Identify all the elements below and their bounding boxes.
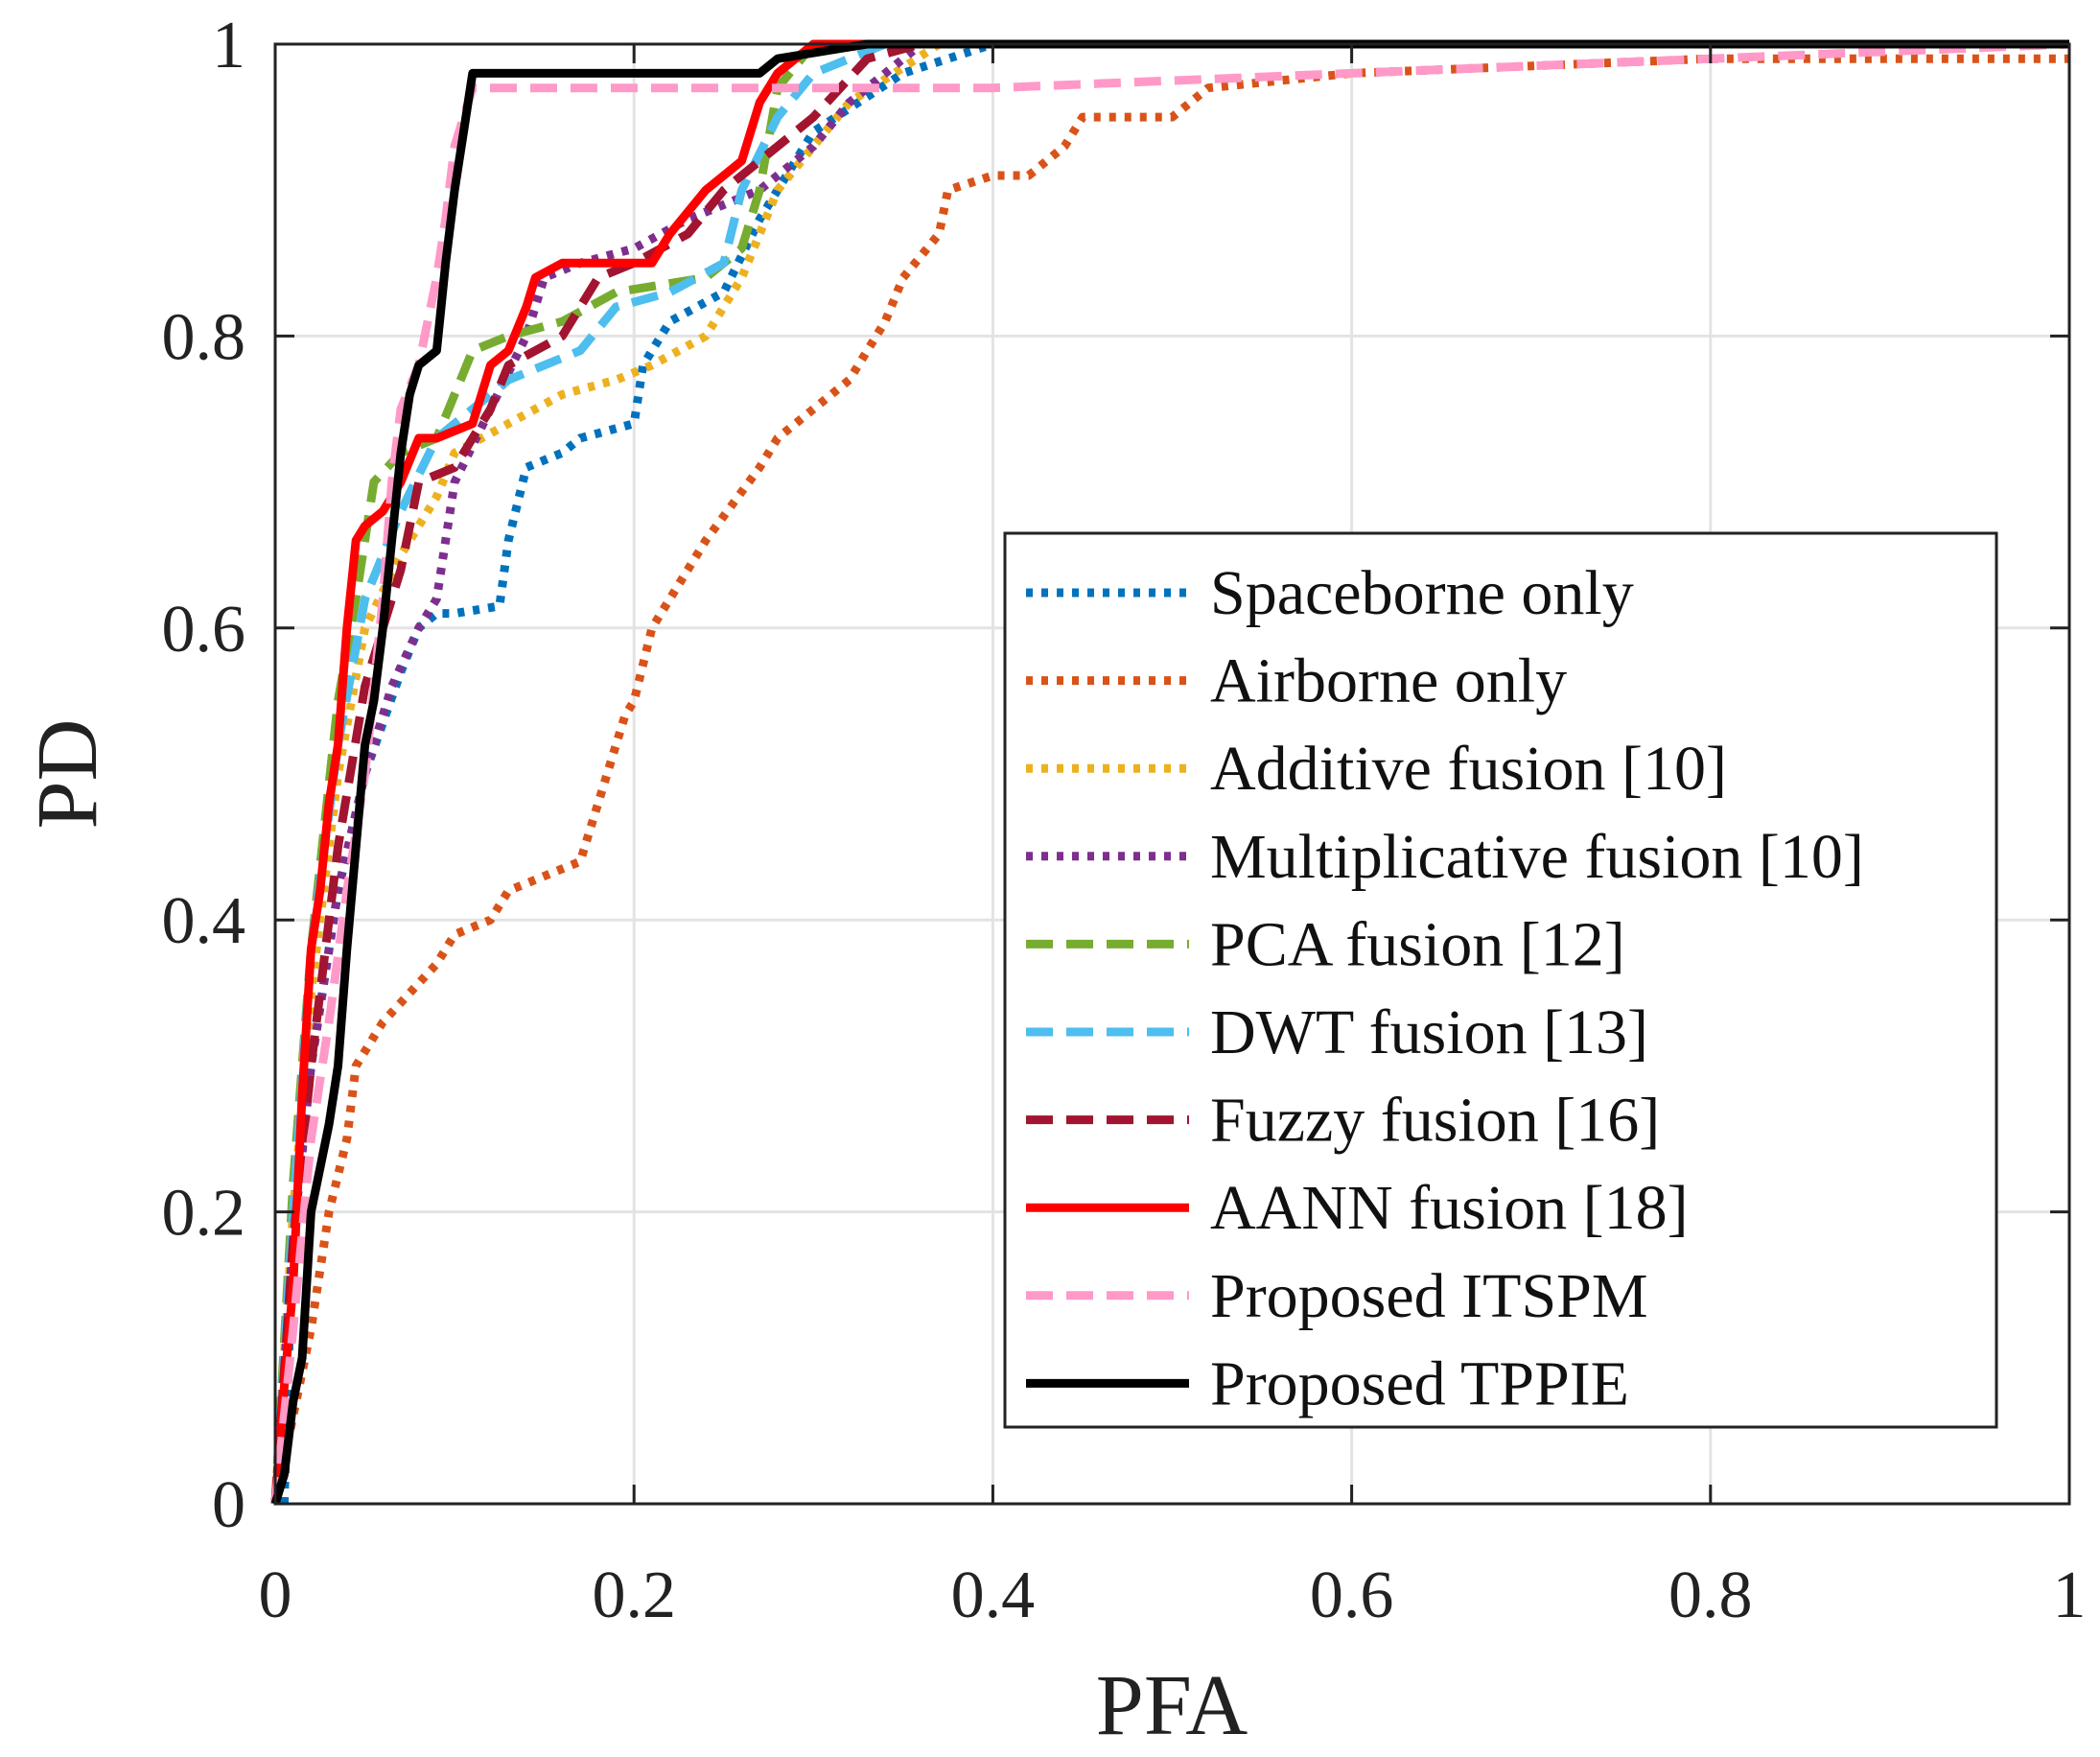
y-axis-label: PD: [20, 718, 115, 829]
legend-label: Spaceborne only: [1210, 558, 1634, 628]
x-tick-label: 0.8: [1668, 1558, 1753, 1632]
legend-label: Fuzzy fusion [16]: [1210, 1086, 1660, 1156]
legend-items: Spaceborne only Airborne only Additive fus…: [1026, 558, 1864, 1418]
y-tick-label: 0.6: [162, 593, 246, 667]
x-tick-labels: 0 0.2 0.4 0.6 0.8 1: [259, 1558, 2087, 1632]
legend-label: Proposed TPPIE: [1210, 1348, 1629, 1418]
x-tick-label: 0.6: [1310, 1558, 1394, 1632]
x-tick-label: 0.4: [951, 1558, 1036, 1632]
legend-label: AANN fusion [18]: [1210, 1173, 1689, 1243]
x-tick-label: 0: [259, 1558, 292, 1632]
legend-label: DWT fusion [13]: [1210, 997, 1648, 1067]
x-tick-label: 0.2: [592, 1558, 676, 1632]
y-tick-label: 0.8: [162, 300, 246, 374]
series-line-10: [270, 39, 2069, 1506]
series-line-8: [270, 39, 2069, 1505]
series-line-2: [270, 54, 2069, 1505]
y-tick-label: 0: [212, 1468, 245, 1542]
ticks: [273, 42, 2071, 1506]
y-tick-label: 0.4: [162, 884, 246, 958]
series-line-7: [270, 39, 2069, 1505]
legend-label: PCA fusion [12]: [1210, 909, 1625, 979]
legend-label: Additive fusion [10]: [1210, 734, 1727, 804]
y-tick-labels: 0 0.2 0.4 0.6 0.8 1: [162, 9, 246, 1542]
x-tick-label: 1: [2053, 1558, 2087, 1632]
legend: Spaceborne only Airborne only Additive fus…: [1003, 531, 1998, 1429]
y-tick-label: 0.2: [162, 1177, 246, 1251]
plot-frame: [273, 42, 2071, 1506]
y-tick-label: 1: [212, 9, 245, 82]
x-axis-label: PFA: [1096, 1658, 1248, 1753]
series-line-5: [270, 39, 2069, 1505]
legend-label: Airborne only: [1210, 646, 1567, 716]
series-line-6: [270, 39, 2069, 1505]
legend-label: Multiplicative fusion [10]: [1210, 822, 1864, 892]
legend-label: Proposed ITSPM: [1210, 1261, 1648, 1331]
series-layer: [270, 39, 2070, 1506]
